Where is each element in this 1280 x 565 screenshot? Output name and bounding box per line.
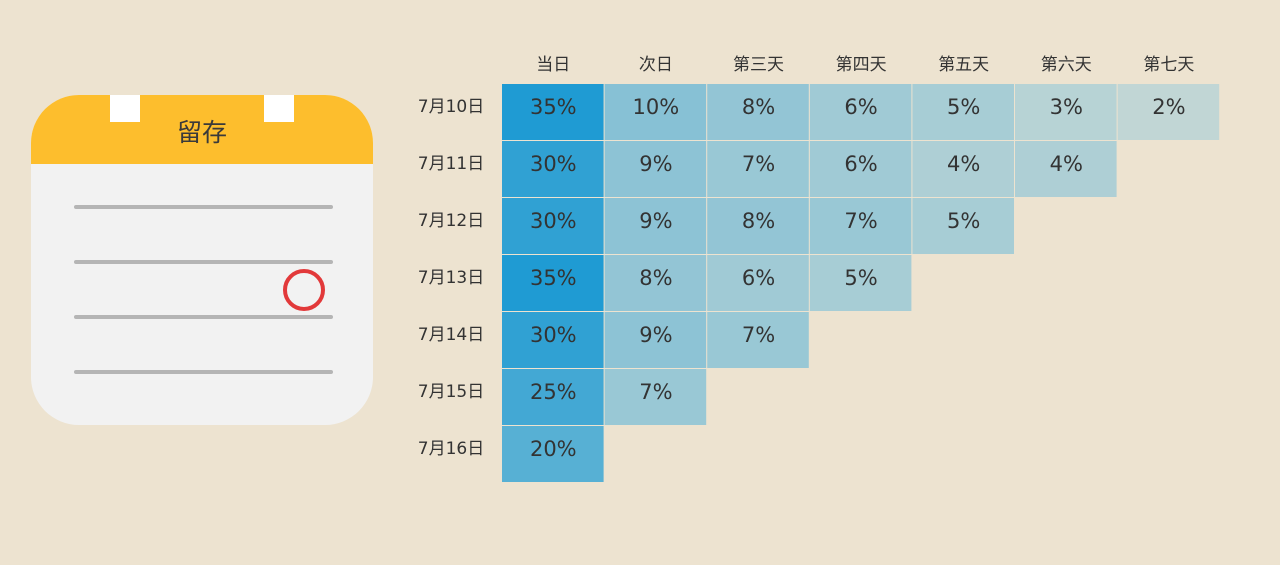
notepad-line xyxy=(74,260,333,264)
red-circle-mark-icon xyxy=(283,269,325,311)
heatmap-cell xyxy=(604,255,707,311)
heatmap-cell xyxy=(604,369,707,425)
notepad-title: 留存 xyxy=(176,118,227,147)
heatmap-cell xyxy=(912,198,1014,254)
heatmap-cell xyxy=(707,141,809,197)
cell-value-label: 20% xyxy=(530,437,577,461)
column-header: 第四天 xyxy=(836,55,887,75)
cell-value-label: 30% xyxy=(530,209,577,233)
heatmap-cell xyxy=(1117,84,1220,140)
cell-value-label: 8% xyxy=(742,95,775,119)
row-label: 7月14日 xyxy=(418,325,484,345)
heatmap-cell xyxy=(502,198,604,254)
heatmap-cell xyxy=(502,255,604,311)
heatmap-cell xyxy=(604,141,707,197)
heatmap-cell xyxy=(809,198,912,254)
heatmap-cell xyxy=(912,84,1014,140)
row-label: 7月10日 xyxy=(418,97,484,117)
heatmap-cell xyxy=(912,141,1014,197)
column-header: 第三天 xyxy=(733,55,784,75)
cell-value-label: 8% xyxy=(639,266,672,290)
cell-value-label: 7% xyxy=(844,209,877,233)
heatmap-cell xyxy=(502,141,604,197)
column-header: 第六天 xyxy=(1041,55,1092,75)
cell-value-label: 9% xyxy=(639,323,672,347)
cell-value-label: 6% xyxy=(844,95,877,119)
cell-value-label: 4% xyxy=(947,152,980,176)
notepad-binder-tab-right xyxy=(264,95,294,122)
cell-value-label: 25% xyxy=(530,380,577,404)
heatmap-cell xyxy=(809,255,912,311)
cell-value-label: 7% xyxy=(639,380,672,404)
cell-value-label: 35% xyxy=(530,95,577,119)
cell-value-label: 4% xyxy=(1050,152,1083,176)
row-label: 7月13日 xyxy=(418,268,484,288)
cell-value-label: 6% xyxy=(742,266,775,290)
row-label: 7月11日 xyxy=(418,154,484,174)
cell-value-label: 9% xyxy=(639,152,672,176)
cell-value-label: 7% xyxy=(742,323,775,347)
heatmap-cell xyxy=(604,84,707,140)
cell-value-label: 9% xyxy=(639,209,672,233)
cell-value-label: 7% xyxy=(742,152,775,176)
heatmap-cell xyxy=(604,312,707,368)
heatmap-cell xyxy=(707,312,809,368)
column-header: 次日 xyxy=(639,55,673,75)
heatmap-cell xyxy=(604,198,707,254)
heatmap-cell xyxy=(707,198,809,254)
heatmap-cell xyxy=(502,312,604,368)
notepad-line xyxy=(74,205,333,209)
heatmap-cell xyxy=(1015,141,1117,197)
cell-value-label: 5% xyxy=(947,95,980,119)
row-label: 7月12日 xyxy=(418,211,484,231)
cell-value-label: 8% xyxy=(742,209,775,233)
heatmap-cell xyxy=(502,369,604,425)
row-label: 7月16日 xyxy=(418,439,484,459)
column-header: 第七天 xyxy=(1143,55,1194,75)
cell-value-label: 10% xyxy=(633,95,680,119)
notepad-line xyxy=(74,315,333,319)
notepad-header xyxy=(31,95,373,164)
column-header: 当日 xyxy=(536,55,570,75)
heatmap-cell xyxy=(809,141,912,197)
column-header: 第五天 xyxy=(938,55,989,75)
heatmap-cell xyxy=(707,84,809,140)
cell-value-label: 2% xyxy=(1152,95,1185,119)
cell-value-label: 5% xyxy=(844,266,877,290)
cell-value-label: 6% xyxy=(844,152,877,176)
notepad-binder-tab-left xyxy=(110,95,140,122)
heatmap-cell xyxy=(809,84,912,140)
cell-value-label: 30% xyxy=(530,152,577,176)
cell-value-label: 3% xyxy=(1050,95,1083,119)
cell-value-label: 30% xyxy=(530,323,577,347)
heatmap-cell xyxy=(1015,84,1117,140)
cell-value-label: 35% xyxy=(530,266,577,290)
notepad-line xyxy=(74,370,333,374)
heatmap-cell xyxy=(502,426,604,482)
heatmap-cell xyxy=(502,84,604,140)
heatmap-cell xyxy=(707,255,809,311)
row-label: 7月15日 xyxy=(418,382,484,402)
retention-notepad-icon: 留存 xyxy=(31,95,373,425)
cell-value-label: 5% xyxy=(947,209,980,233)
